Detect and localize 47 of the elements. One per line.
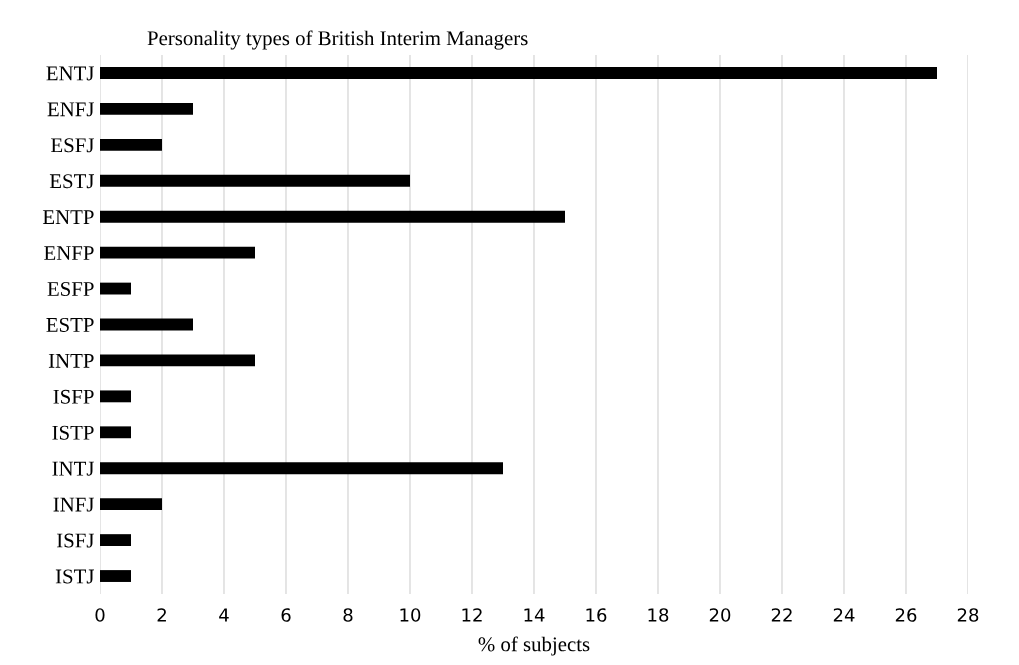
x-tick-label: 0 [95,608,105,622]
y-tick-label: ESFP [47,282,94,296]
bar [100,390,131,403]
x-tick-label: 18 [648,608,669,622]
y-tick-label: ENTP [42,210,94,224]
y-tick-label: ISFJ [56,533,95,548]
bar [100,426,131,439]
y-tick-label: ENTJ [46,66,95,81]
x-tick-label: 2 [157,608,166,622]
x-tick-label: 14 [524,608,545,622]
y-tick-label: ENFJ [47,102,95,117]
bar [100,498,162,511]
x-tick-label: 6 [281,608,291,622]
bar [100,246,255,259]
x-tick-label: 4 [219,608,229,622]
y-tick-label: ISTP [52,425,94,440]
y-tick-label: INTP [48,354,94,368]
y-tick-label: INFJ [53,497,95,512]
y-tick-label: ISTJ [55,569,95,584]
bar [100,354,255,367]
bar [100,138,162,151]
y-tick-label: ESTP [46,317,94,332]
x-tick-label: 22 [771,608,792,622]
bar [100,462,503,475]
bar [100,174,410,187]
x-tick-label: 10 [400,608,421,622]
y-tick-label: INTJ [52,461,95,476]
bar [100,210,565,223]
bar [100,570,131,582]
x-tick-label: 26 [895,608,917,622]
x-tick-label: 12 [462,608,482,622]
x-axis-title: % of subjects [478,636,590,656]
y-tick-label: ESTJ [49,174,95,189]
bar [100,67,937,79]
y-tick-label: ESFJ [51,138,95,153]
y-tick-label: ENFP [44,246,94,260]
bar [100,534,131,547]
bar [100,102,193,115]
x-tick-label: 28 [957,608,979,622]
x-tick-label: 24 [833,608,855,622]
x-tick-label: 20 [709,608,731,622]
y-tick-label: ISFP [53,389,94,404]
bar [100,318,193,331]
x-tick-label: 16 [586,608,607,622]
bar [100,282,131,295]
chart-title: Personality types of British Interim Managers [147,30,528,50]
x-tick-label: 8 [343,608,353,622]
